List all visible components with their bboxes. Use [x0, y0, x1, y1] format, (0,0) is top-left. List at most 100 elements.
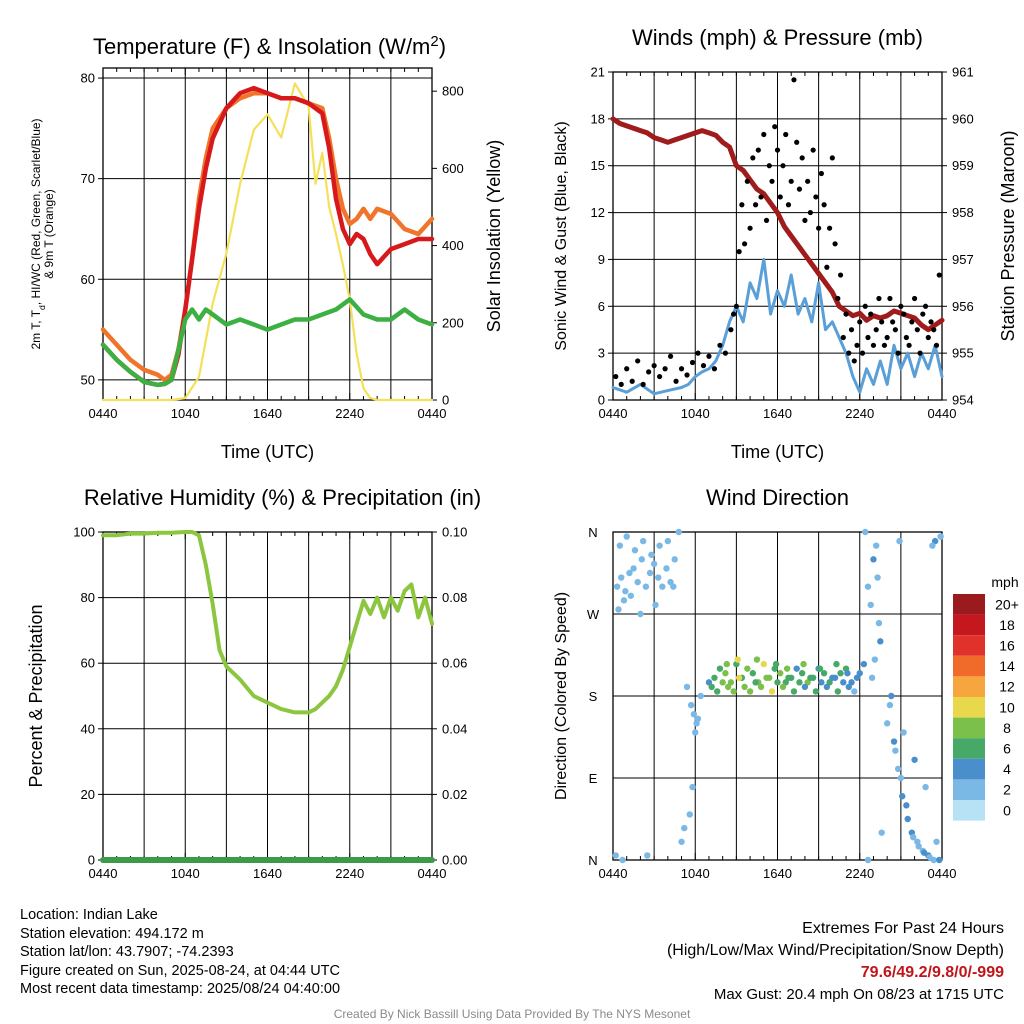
winds-gust-point: [624, 366, 630, 372]
winds-series-pressure: [610, 116, 945, 333]
winds-gust-point: [920, 311, 926, 317]
winds-gust-point: [840, 334, 846, 341]
winds-gust-point: [684, 372, 690, 378]
winds-gust-point: [750, 155, 756, 161]
temp-y-tick-label: 60: [81, 272, 95, 287]
rh-y2-tick-label: 0.08: [442, 590, 467, 605]
dir-point: [655, 574, 662, 581]
winds-y-tick-label: 6: [598, 299, 605, 314]
dir-point: [630, 565, 637, 572]
extremes-subtitle: (High/Low/Max Wind/Precipitation/Snow De…: [666, 942, 1004, 959]
winds-gust-point: [854, 342, 860, 348]
dir-point: [874, 574, 881, 581]
winds-gust-point: [742, 241, 748, 247]
temp-y2label: Solar Insolation (Yellow): [484, 140, 504, 332]
winds-y-tick-label: 0: [598, 393, 605, 408]
dir-point: [870, 556, 877, 563]
max-gust: Max Gust: 20.4 mph On 08/23 at 1715 UTC: [713, 986, 1004, 1003]
winds-y2-tick-label: 954: [952, 393, 974, 408]
dir-point: [753, 656, 761, 663]
winds-gust-point: [695, 350, 701, 356]
winds-gust-point: [857, 319, 863, 325]
dir-x-tick-label: 1040: [681, 866, 710, 881]
winds-gust-point: [829, 155, 835, 161]
rh-title: Relative Humidity (%) & Precipitation (i…: [84, 485, 481, 510]
dir-point: [642, 583, 650, 590]
dir-point: [807, 674, 814, 681]
dir-legend-label: 6: [1003, 741, 1011, 757]
dir-point: [724, 683, 732, 691]
dir-point: [716, 665, 724, 672]
winds-x-tick-label: 2240: [845, 406, 874, 421]
dir-y-tick-label: N: [588, 525, 597, 540]
winds-x-tick-label: 1640: [763, 406, 792, 421]
winds-gust-point: [890, 319, 896, 325]
dir-point: [746, 688, 754, 695]
winds-gust-point: [651, 363, 657, 369]
dir-legend-swatch: [953, 697, 985, 718]
winds-gust-point: [922, 303, 929, 309]
dir-point: [779, 683, 787, 691]
dir-point: [741, 683, 748, 691]
dir-point: [768, 688, 776, 695]
dir-legend-label: 4: [1003, 761, 1011, 777]
temp-x-tick-label: 2240: [335, 406, 364, 421]
dir-point: [763, 674, 770, 681]
dir-point: [936, 856, 943, 864]
dir-point: [816, 665, 824, 672]
dir-legend-swatch: [953, 779, 985, 800]
dir-point: [920, 849, 928, 856]
winds-gust-point: [876, 295, 882, 302]
dir-point: [735, 674, 743, 681]
dir-point: [777, 670, 784, 677]
winds-gust-point: [635, 358, 641, 364]
dir-point: [670, 583, 677, 590]
dir-point: [897, 774, 905, 782]
dir-point: [616, 542, 624, 549]
dir-legend-swatch: [953, 717, 985, 739]
dir-point: [894, 765, 902, 773]
dir-point: [837, 670, 844, 677]
dir-point: [652, 601, 659, 609]
dir-point: [800, 660, 807, 668]
dir-point: [693, 720, 700, 727]
winds-gust-point: [755, 147, 761, 153]
temp-y2-tick-label: 600: [442, 161, 464, 176]
dir-point: [686, 811, 693, 818]
dir-point: [868, 674, 876, 681]
temp-y2-tick-label: 0: [442, 393, 449, 408]
winds-gust-point: [629, 378, 635, 384]
dir-point: [883, 720, 891, 727]
winds-gust-point: [879, 319, 885, 325]
dir-legend-swatch: [953, 635, 985, 656]
dir-legend-swatch: [953, 614, 985, 636]
dir-legend-label: 8: [1003, 720, 1011, 736]
winds-ylabel: Sonic Wind & Gust (Blue, Black): [553, 121, 570, 350]
winds-gust-point: [640, 381, 646, 387]
dir-point: [833, 660, 840, 668]
dir-point: [620, 597, 628, 604]
dir-legend-label: 20+: [995, 596, 1019, 612]
winds-gust-point: [914, 327, 920, 333]
dir-point: [664, 537, 672, 545]
extremes-panel: Extremes For Past 24 Hours (High/Low/Max…: [667, 918, 1004, 1006]
winds-gust-point: [646, 369, 652, 375]
rh-y-tick-label: 20: [81, 787, 95, 802]
winds-gust-point: [936, 272, 942, 278]
winds-gust-point: [909, 319, 915, 325]
winds-gust-point: [758, 194, 764, 200]
winds-gust-point: [802, 217, 808, 223]
winds-y-tick-label: 9: [598, 252, 605, 267]
winds-xlabel: Time (UTC): [731, 442, 824, 462]
dir-x-tick-label: 2240: [845, 866, 874, 881]
winds-gust-point: [774, 147, 781, 153]
dir-point: [892, 747, 899, 754]
dir-point: [903, 802, 910, 809]
rh-y2-tick-label: 0.10: [442, 525, 467, 540]
station-elevation: Station elevation: 494.172 m: [20, 925, 204, 942]
temp-x-tick-label: 1040: [171, 406, 200, 421]
temp-y-tick-label: 80: [81, 71, 95, 86]
winds-gust-point: [613, 373, 619, 380]
dir-point: [900, 729, 907, 736]
winds-gust-point: [706, 353, 712, 359]
